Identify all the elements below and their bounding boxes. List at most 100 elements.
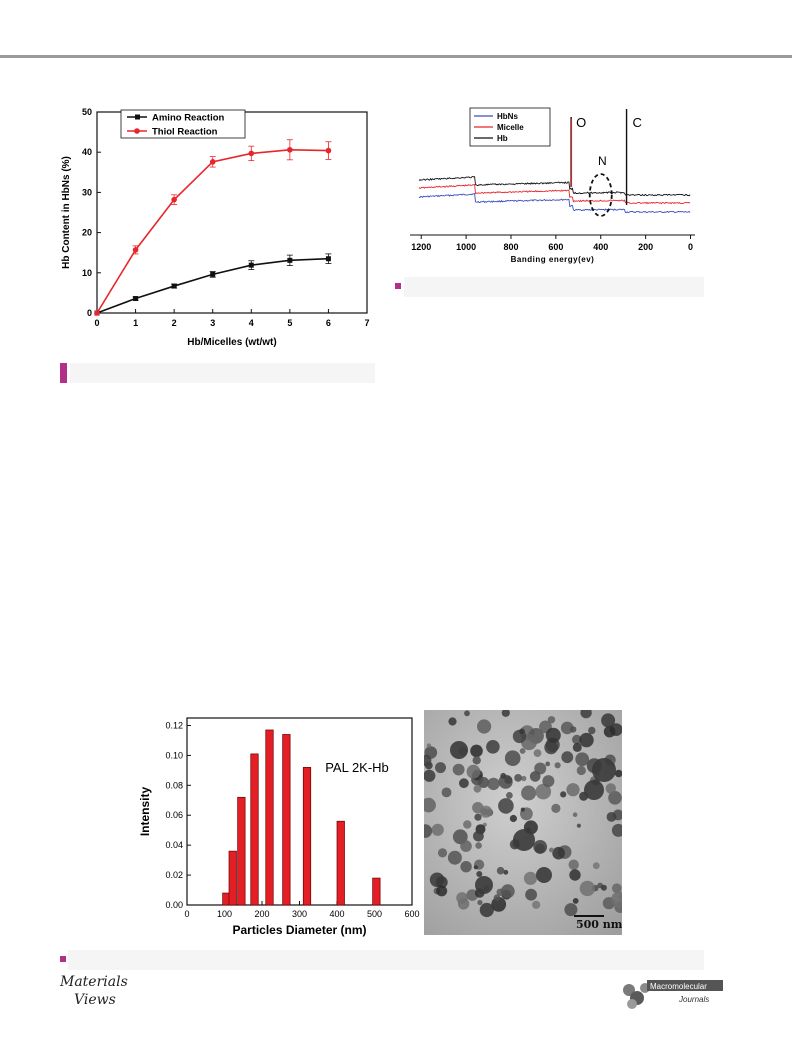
particle — [572, 898, 579, 904]
x-tick-label: 0 — [688, 242, 693, 252]
legend-marker — [134, 128, 140, 134]
particle — [611, 823, 622, 837]
svg-text:Journals: Journals — [678, 995, 709, 1004]
legend-label: Amino Reaction — [152, 113, 225, 124]
particle — [521, 785, 537, 801]
particle — [473, 865, 478, 870]
particle — [437, 848, 448, 858]
xps-spectrum-chart: 1200 1000 800 600 400 200 0 Banding energy(ev) O… — [410, 107, 695, 264]
particle — [601, 713, 616, 728]
tem-micrograph: 500 nm — [424, 710, 622, 935]
particle — [533, 840, 548, 854]
histogram-bar — [265, 729, 274, 906]
y-tick-label: 40 — [82, 147, 92, 157]
plot-frame — [96, 111, 368, 314]
spectrum-line — [419, 193, 691, 214]
peak-label-c: C — [633, 115, 642, 130]
particle — [560, 721, 574, 735]
particle — [491, 897, 507, 912]
histogram-bar — [372, 877, 381, 906]
legend-marker — [135, 114, 140, 120]
y-tick-label: 0.04 — [165, 840, 183, 850]
x-tick-label: 4 — [249, 318, 254, 328]
particle — [532, 900, 541, 909]
particle — [506, 792, 513, 799]
data-point — [132, 247, 139, 253]
legend-label: Micelle — [497, 123, 524, 132]
particle — [519, 728, 525, 734]
data-point — [287, 257, 293, 263]
particle — [564, 903, 578, 917]
particle — [500, 884, 515, 899]
x-tick-label: 0 — [94, 318, 99, 328]
particle — [463, 820, 472, 829]
particle-cluster — [475, 876, 493, 894]
y-tick-label: 0.10 — [165, 750, 183, 760]
x-tick-label: 100 — [217, 909, 232, 919]
particle — [514, 774, 522, 782]
particle — [424, 754, 432, 766]
legend-label: HbNs — [497, 112, 518, 121]
particle — [552, 846, 565, 860]
particle — [477, 899, 483, 906]
svg-text:Views: Views — [74, 992, 116, 1008]
particle — [579, 880, 596, 897]
x-axis-label: Hb/Micelles (wt/wt) — [187, 337, 276, 348]
particle — [452, 763, 465, 776]
x-tick-label: 300 — [292, 909, 307, 919]
particle — [554, 762, 561, 769]
particle — [547, 716, 556, 724]
x-tick-label: 400 — [593, 242, 608, 252]
particle — [576, 823, 581, 828]
x-tick-label: 0 — [184, 909, 189, 919]
header-rule — [0, 55, 792, 58]
particle — [570, 726, 577, 733]
particle — [525, 888, 537, 901]
x-tick-label: 1 — [133, 318, 138, 328]
particle — [605, 783, 616, 794]
particle — [535, 783, 552, 800]
particle-cluster — [513, 829, 535, 851]
data-point — [210, 271, 216, 277]
particle — [500, 772, 507, 779]
particle — [460, 861, 472, 873]
particle — [569, 869, 581, 881]
particle — [464, 710, 470, 717]
y-tick-label: 0.02 — [165, 870, 183, 880]
particle — [496, 866, 505, 875]
x-tick-label: 600 — [404, 909, 419, 919]
macromolecular-journals-logo: Macromolecular Journals — [617, 972, 727, 1014]
histogram-bar — [228, 850, 237, 906]
x-axis-label: Banding energy(ev) — [511, 255, 595, 264]
particle — [545, 727, 561, 743]
data-point — [94, 310, 100, 316]
x-tick-label: 2 — [172, 318, 177, 328]
particle — [519, 748, 526, 754]
histogram-bar — [237, 796, 246, 906]
data-point — [248, 150, 255, 157]
y-axis-label: Hb Content in HbNs (%) — [61, 156, 72, 269]
materials-views-logo: Materials Views — [58, 972, 128, 1012]
x-tick-label: 400 — [329, 909, 344, 919]
particle — [475, 842, 482, 849]
particle-cluster — [536, 867, 552, 883]
peak-label-n: N — [598, 154, 607, 168]
particle — [614, 769, 622, 778]
particle — [509, 814, 517, 823]
legend-label: Thiol Reaction — [152, 127, 218, 138]
figure-1-caption-bar — [70, 363, 375, 383]
particle — [435, 762, 446, 774]
tem-scale-label: 500 nm — [576, 918, 622, 931]
particle — [478, 777, 490, 788]
particle — [503, 869, 509, 875]
particle — [545, 761, 551, 767]
legend-label: Hb — [497, 134, 508, 143]
particle — [448, 717, 457, 726]
particle — [504, 750, 521, 766]
particle — [560, 791, 567, 798]
x-tick-label: 7 — [364, 318, 369, 328]
particle — [441, 787, 452, 798]
particle — [501, 710, 510, 717]
particle — [612, 883, 622, 893]
particle — [533, 749, 542, 757]
